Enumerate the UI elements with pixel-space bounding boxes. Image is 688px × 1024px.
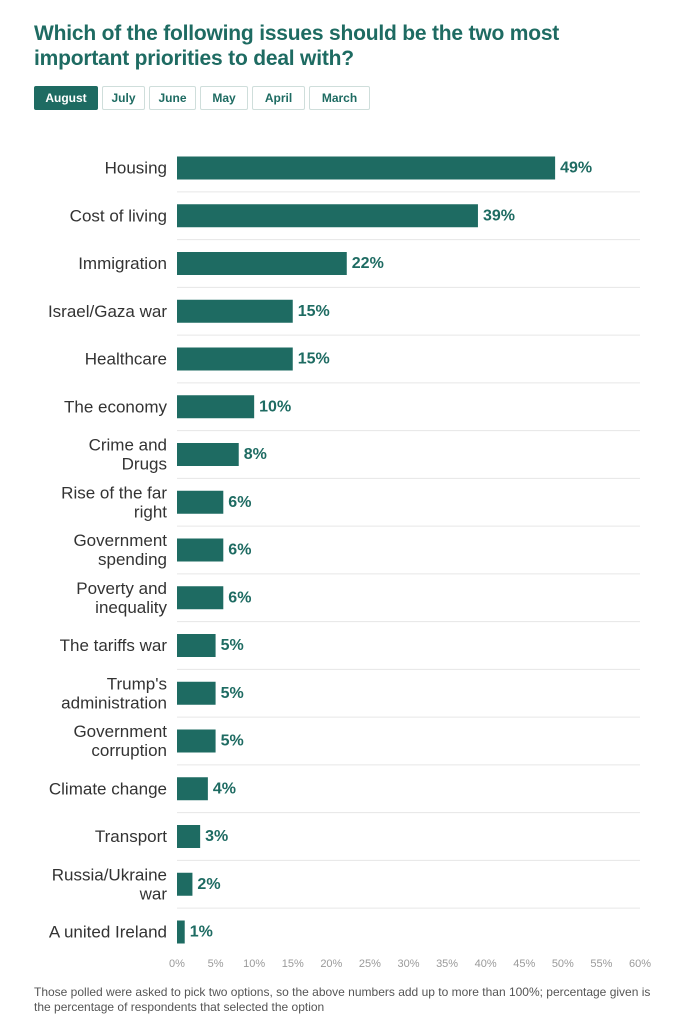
bar xyxy=(177,681,216,705)
value-label: 39% xyxy=(483,207,515,224)
month-tabs: August July June May April March xyxy=(34,86,370,110)
value-label: 15% xyxy=(298,351,330,368)
value-label: 1% xyxy=(190,924,213,941)
footnote: Those polled were asked to pick two opti… xyxy=(34,985,651,1014)
category-label: Government xyxy=(73,531,167,550)
value-label: 10% xyxy=(259,398,291,415)
bar xyxy=(177,634,216,657)
x-tick-label: 0% xyxy=(169,958,185,970)
category-label: Trump's xyxy=(107,674,167,693)
x-tick-label: 20% xyxy=(320,958,342,970)
category-label: The tariffs war xyxy=(60,636,168,655)
chart-title: Which of the following issues should be … xyxy=(34,22,560,70)
x-tick-label: 5% xyxy=(208,958,224,970)
bar xyxy=(177,490,224,514)
x-tick-label: 15% xyxy=(282,958,304,970)
bar xyxy=(177,204,478,228)
tab-march[interactable]: March xyxy=(309,86,370,110)
category-label: Israel/Gaza war xyxy=(48,302,167,321)
tab-june[interactable]: June xyxy=(149,86,196,110)
value-label: 5% xyxy=(221,637,244,654)
x-tick-label: 35% xyxy=(436,958,458,970)
x-tick-label: 60% xyxy=(629,958,651,970)
bar xyxy=(177,252,347,275)
category-label: administration xyxy=(61,693,167,712)
tab-april[interactable]: April xyxy=(252,86,305,110)
bar xyxy=(177,443,239,466)
value-label: 6% xyxy=(228,542,251,559)
bar xyxy=(177,586,224,610)
value-label: 6% xyxy=(228,494,251,511)
category-label: Rise of the far xyxy=(61,483,167,502)
tab-august[interactable]: August xyxy=(34,86,98,110)
category-label: Crime and xyxy=(89,436,167,455)
bar xyxy=(177,299,293,323)
category-label: Climate change xyxy=(49,779,167,798)
category-label: Housing xyxy=(105,159,167,178)
category-label: inequality xyxy=(95,598,167,617)
value-label: 4% xyxy=(213,780,236,797)
value-label: 2% xyxy=(197,876,220,893)
category-label: The economy xyxy=(64,397,167,416)
x-tick-label: 50% xyxy=(552,958,574,970)
x-tick-label: 10% xyxy=(243,958,265,970)
category-label: Government xyxy=(73,722,167,741)
bar-chart: Housing 49% Cost of living 39% Immigration 22… xyxy=(48,156,651,970)
category-label: war xyxy=(139,884,168,903)
category-label: Healthcare xyxy=(85,350,167,369)
value-label: 15% xyxy=(298,303,330,320)
tab-may[interactable]: May xyxy=(200,86,248,110)
bar xyxy=(177,777,208,801)
tab-july[interactable]: July xyxy=(102,86,145,110)
bar xyxy=(177,347,293,371)
value-label: 49% xyxy=(560,160,592,177)
value-label: 22% xyxy=(352,255,384,272)
value-label: 3% xyxy=(205,828,228,845)
value-label: 5% xyxy=(221,685,244,702)
x-tick-label: 40% xyxy=(475,958,497,970)
category-label: corruption xyxy=(91,741,167,760)
bar xyxy=(177,872,193,896)
category-label: A united Ireland xyxy=(49,923,167,942)
bar xyxy=(177,538,224,562)
category-label: right xyxy=(134,502,167,521)
bar xyxy=(177,729,216,753)
category-label: Poverty and xyxy=(76,579,167,598)
category-label: Russia/Ukraine xyxy=(52,865,167,884)
value-label: 6% xyxy=(228,589,251,606)
category-label: Cost of living xyxy=(70,206,167,225)
x-tick-label: 25% xyxy=(359,958,381,970)
value-label: 5% xyxy=(221,733,244,750)
x-tick-label: 30% xyxy=(397,958,419,970)
bar xyxy=(177,920,185,944)
category-label: Drugs xyxy=(122,455,167,474)
x-tick-label: 45% xyxy=(513,958,535,970)
value-label: 8% xyxy=(244,446,267,463)
category-label: Transport xyxy=(95,827,167,846)
category-label: Immigration xyxy=(78,254,167,273)
bar xyxy=(177,825,201,848)
bar xyxy=(177,395,255,419)
x-tick-label: 55% xyxy=(590,958,612,970)
category-label: spending xyxy=(98,550,167,569)
bar xyxy=(177,156,556,180)
